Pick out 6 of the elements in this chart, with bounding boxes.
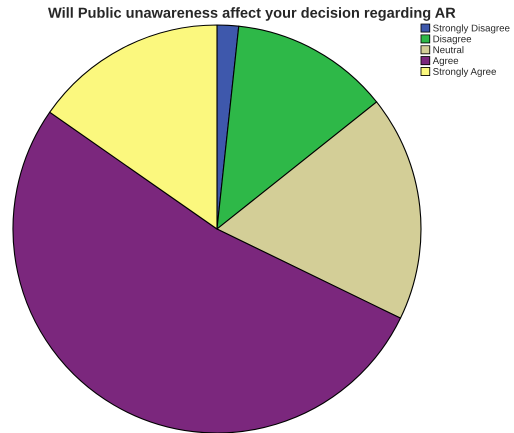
legend-label: Strongly Agree	[433, 68, 496, 77]
legend-label: Neutral	[433, 46, 464, 54]
legend-label: Strongly Disagree	[433, 24, 510, 34]
legend-label: Agree	[432, 57, 458, 66]
legend-label: Disagree	[433, 35, 472, 44]
chart-title: Will Public unawareness affect your decision regarding AR	[48, 7, 456, 21]
